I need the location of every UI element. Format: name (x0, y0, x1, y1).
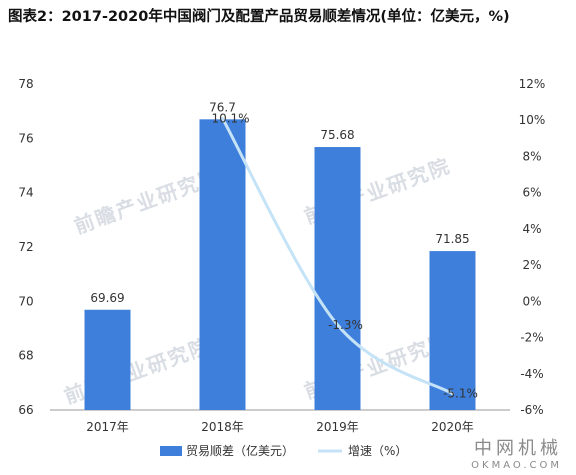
y-right-tick-label: -6% (520, 403, 543, 417)
growth-line (221, 116, 454, 396)
y-left-tick-label: 70 (18, 294, 33, 308)
bar-data-label: 69.69 (90, 291, 124, 305)
line-data-label: 10.1% (211, 111, 249, 125)
line-data-label: -5.1% (443, 387, 478, 401)
bar (429, 251, 476, 410)
bar-data-label: 75.68 (320, 128, 354, 142)
y-left-tick-label: 78 (18, 77, 33, 91)
y-left-tick-label: 74 (18, 186, 33, 200)
legend-line-label: 增速（%） (348, 444, 407, 458)
y-right-tick-label: 12% (519, 77, 546, 91)
y-right-tick-label: -2% (520, 331, 543, 345)
x-tick-label: 2020年 (431, 420, 474, 434)
y-right-tick-label: 6% (522, 186, 541, 200)
legend-bar-swatch (160, 446, 182, 456)
x-tick-label: 2019年 (316, 420, 359, 434)
bar (314, 147, 361, 410)
legend-bar-label: 贸易顺差（亿美元） (186, 443, 294, 458)
chart-title: 图表2：2017-2020年中国阀门及配置产品贸易顺差情况(单位：亿美元，%) (8, 9, 510, 25)
y-left-tick-label: 72 (18, 240, 33, 254)
y-left-tick-label: 66 (18, 403, 33, 417)
y-right-tick-label: -4% (520, 367, 543, 381)
line-data-label: -1.3% (328, 318, 363, 332)
y-right-tick-label: 10% (519, 113, 546, 127)
y-right-tick-label: 4% (522, 222, 541, 236)
brand-cn: 中网机械 (474, 438, 562, 459)
brand-en: OKMAO.COM (471, 460, 562, 471)
y-left-tick-label: 76 (18, 131, 33, 145)
x-tick-label: 2018年 (201, 420, 244, 434)
bar (199, 119, 246, 411)
y-left-tick-label: 68 (18, 349, 33, 363)
bar (84, 309, 131, 410)
y-right-tick-label: 0% (522, 294, 541, 308)
brand-logo: 中网机械 OKMAO.COM (471, 434, 562, 471)
bar-data-label: 76.7 (209, 100, 236, 114)
bar-data-label: 71.85 (435, 232, 469, 246)
y-right-tick-label: 8% (522, 149, 541, 163)
x-tick-label: 2017年 (86, 420, 129, 434)
y-right-tick-label: 2% (522, 258, 541, 272)
